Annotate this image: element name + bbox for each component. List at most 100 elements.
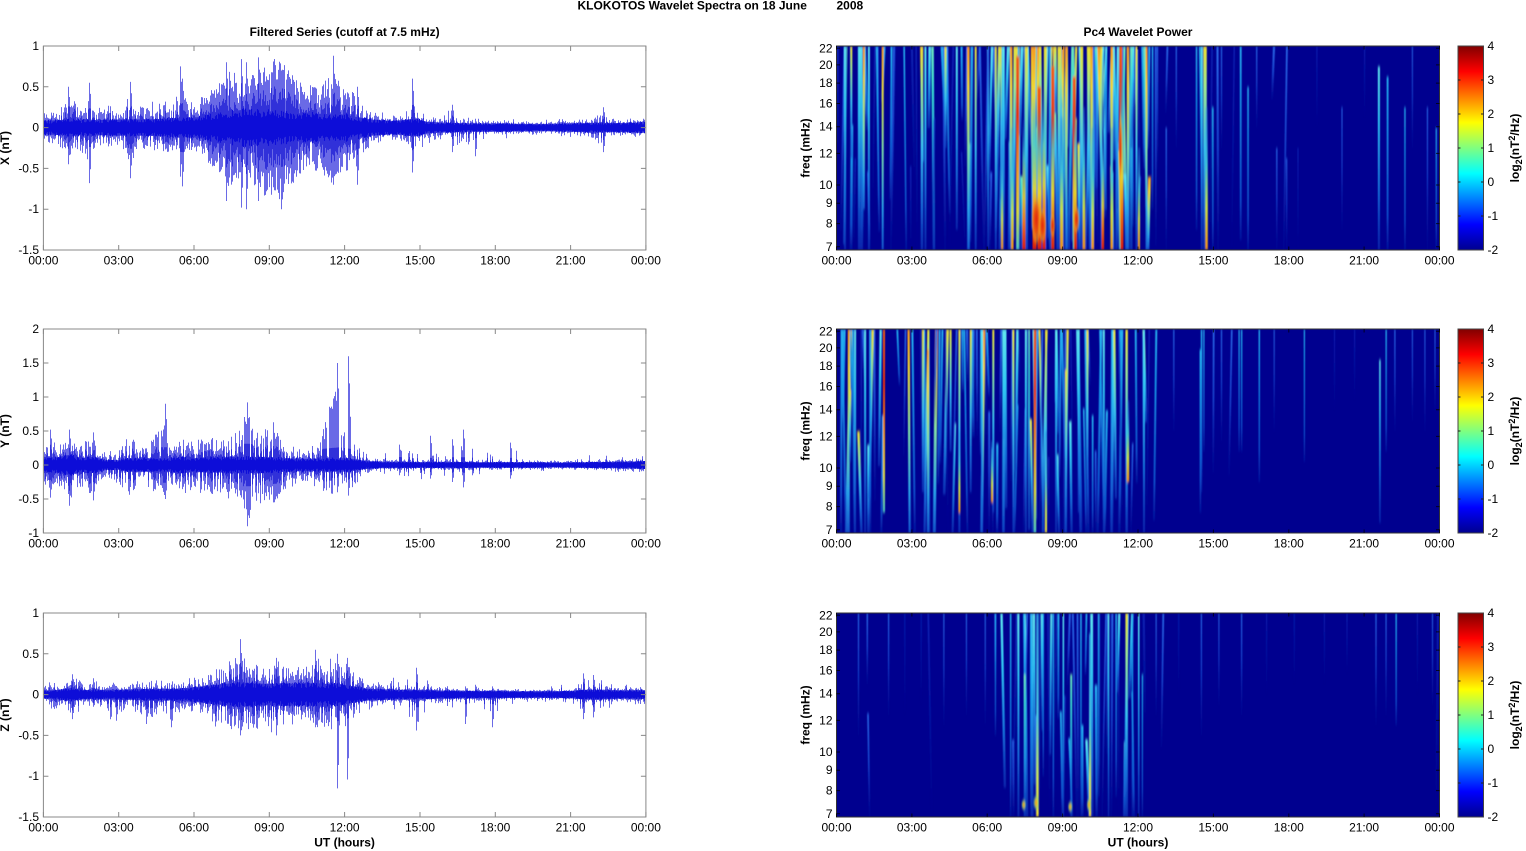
svg-text:0: 0 [32, 458, 39, 472]
svg-text:18:00: 18:00 [480, 821, 510, 835]
svg-text:00:00: 00:00 [821, 821, 851, 835]
svg-text:-1: -1 [28, 526, 39, 540]
svg-text:21:00: 21:00 [556, 254, 586, 268]
svg-text:03:00: 03:00 [104, 254, 134, 268]
svg-text:3: 3 [1488, 73, 1495, 87]
svg-text:15:00: 15:00 [1198, 537, 1228, 551]
svg-text:1: 1 [32, 606, 39, 620]
svg-text:0.5: 0.5 [22, 80, 39, 94]
svg-text:12: 12 [819, 146, 833, 160]
svg-text:-1: -1 [1488, 492, 1499, 506]
svg-text:9: 9 [826, 479, 833, 493]
svg-text:12:00: 12:00 [330, 537, 360, 551]
svg-text:1: 1 [1488, 708, 1495, 722]
svg-text:09:00: 09:00 [1048, 537, 1078, 551]
svg-text:16: 16 [819, 664, 833, 678]
svg-text:00:00: 00:00 [631, 821, 661, 835]
svg-text:-1: -1 [1488, 209, 1499, 223]
svg-text:2: 2 [1488, 107, 1495, 121]
svg-text:KLOKOTOS Wavelet Spectra on 18: KLOKOTOS Wavelet Spectra on 18 June [578, 0, 808, 13]
svg-text:-1: -1 [28, 202, 39, 216]
svg-text:00:00: 00:00 [821, 254, 851, 268]
svg-text:00:00: 00:00 [28, 821, 58, 835]
svg-text:22: 22 [819, 41, 833, 55]
svg-text:15:00: 15:00 [405, 254, 435, 268]
svg-text:16: 16 [819, 97, 833, 111]
svg-text:10: 10 [819, 461, 833, 475]
svg-text:18:00: 18:00 [1274, 254, 1304, 268]
svg-text:15:00: 15:00 [405, 537, 435, 551]
svg-text:2: 2 [32, 322, 39, 336]
svg-text:00:00: 00:00 [1424, 254, 1454, 268]
svg-text:16: 16 [819, 380, 833, 394]
svg-text:14: 14 [819, 120, 833, 134]
svg-text:-1: -1 [28, 769, 39, 783]
svg-text:15:00: 15:00 [405, 821, 435, 835]
svg-text:4: 4 [1488, 606, 1495, 620]
svg-text:06:00: 06:00 [972, 537, 1002, 551]
svg-text:0: 0 [32, 688, 39, 702]
svg-text:18:00: 18:00 [480, 254, 510, 268]
svg-text:Pc4 Wavelet Power: Pc4 Wavelet Power [1084, 25, 1193, 39]
svg-text:1: 1 [1488, 141, 1495, 155]
svg-text:-0.5: -0.5 [18, 161, 39, 175]
svg-text:-0.5: -0.5 [18, 728, 39, 742]
svg-text:-1.5: -1.5 [18, 810, 39, 824]
svg-text:8: 8 [826, 217, 833, 231]
svg-text:00:00: 00:00 [28, 254, 58, 268]
svg-text:03:00: 03:00 [897, 254, 927, 268]
svg-text:-1: -1 [1488, 776, 1499, 790]
svg-text:06:00: 06:00 [972, 254, 1002, 268]
svg-text:-2: -2 [1488, 526, 1499, 540]
svg-text:-2: -2 [1488, 810, 1499, 824]
svg-text:18:00: 18:00 [1274, 821, 1304, 835]
svg-text:00:00: 00:00 [631, 537, 661, 551]
svg-text:15:00: 15:00 [1198, 821, 1228, 835]
svg-text:Y (nT): Y (nT) [0, 414, 12, 448]
svg-text:7: 7 [826, 240, 833, 254]
svg-text:4: 4 [1488, 39, 1495, 53]
svg-text:03:00: 03:00 [897, 537, 927, 551]
svg-text:7: 7 [826, 807, 833, 821]
svg-text:0: 0 [1488, 742, 1495, 756]
svg-text:0.5: 0.5 [22, 424, 39, 438]
svg-text:0: 0 [1488, 175, 1495, 189]
svg-text:21:00: 21:00 [1349, 254, 1379, 268]
svg-text:14: 14 [819, 687, 833, 701]
svg-text:8: 8 [826, 784, 833, 798]
svg-text:UT (hours): UT (hours) [1108, 836, 1169, 850]
svg-text:12: 12 [819, 429, 833, 443]
svg-text:log2(nT2/Hz): log2(nT2/Hz) [1507, 681, 1524, 750]
svg-text:9: 9 [826, 196, 833, 210]
svg-text:UT (hours): UT (hours) [314, 836, 375, 850]
svg-text:1: 1 [32, 390, 39, 404]
svg-text:00:00: 00:00 [631, 254, 661, 268]
svg-text:21:00: 21:00 [1349, 821, 1379, 835]
svg-text:18:00: 18:00 [480, 537, 510, 551]
svg-text:4: 4 [1488, 322, 1495, 336]
svg-text:20: 20 [819, 58, 833, 72]
svg-text:12:00: 12:00 [1123, 537, 1153, 551]
svg-text:18: 18 [819, 643, 833, 657]
svg-text:0: 0 [1488, 458, 1495, 472]
svg-text:09:00: 09:00 [1048, 254, 1078, 268]
svg-text:06:00: 06:00 [179, 254, 209, 268]
svg-text:Z (nT): Z (nT) [0, 698, 12, 731]
svg-text:-2: -2 [1488, 243, 1499, 257]
svg-text:21:00: 21:00 [556, 537, 586, 551]
svg-text:log2(nT2/Hz): log2(nT2/Hz) [1507, 397, 1524, 466]
svg-text:12:00: 12:00 [1123, 821, 1153, 835]
svg-text:2: 2 [1488, 674, 1495, 688]
svg-text:14: 14 [819, 403, 833, 417]
svg-text:12:00: 12:00 [330, 821, 360, 835]
svg-text:2008: 2008 [837, 0, 864, 13]
svg-text:00:00: 00:00 [1424, 821, 1454, 835]
svg-text:18:00: 18:00 [1274, 537, 1304, 551]
svg-text:Filtered Series (cutoff at 7.5: Filtered Series (cutoff at 7.5 mHz) [250, 25, 440, 39]
svg-text:10: 10 [819, 178, 833, 192]
svg-text:09:00: 09:00 [254, 821, 284, 835]
svg-text:22: 22 [819, 324, 833, 338]
svg-text:12: 12 [819, 713, 833, 727]
svg-text:03:00: 03:00 [897, 821, 927, 835]
svg-text:09:00: 09:00 [1048, 821, 1078, 835]
